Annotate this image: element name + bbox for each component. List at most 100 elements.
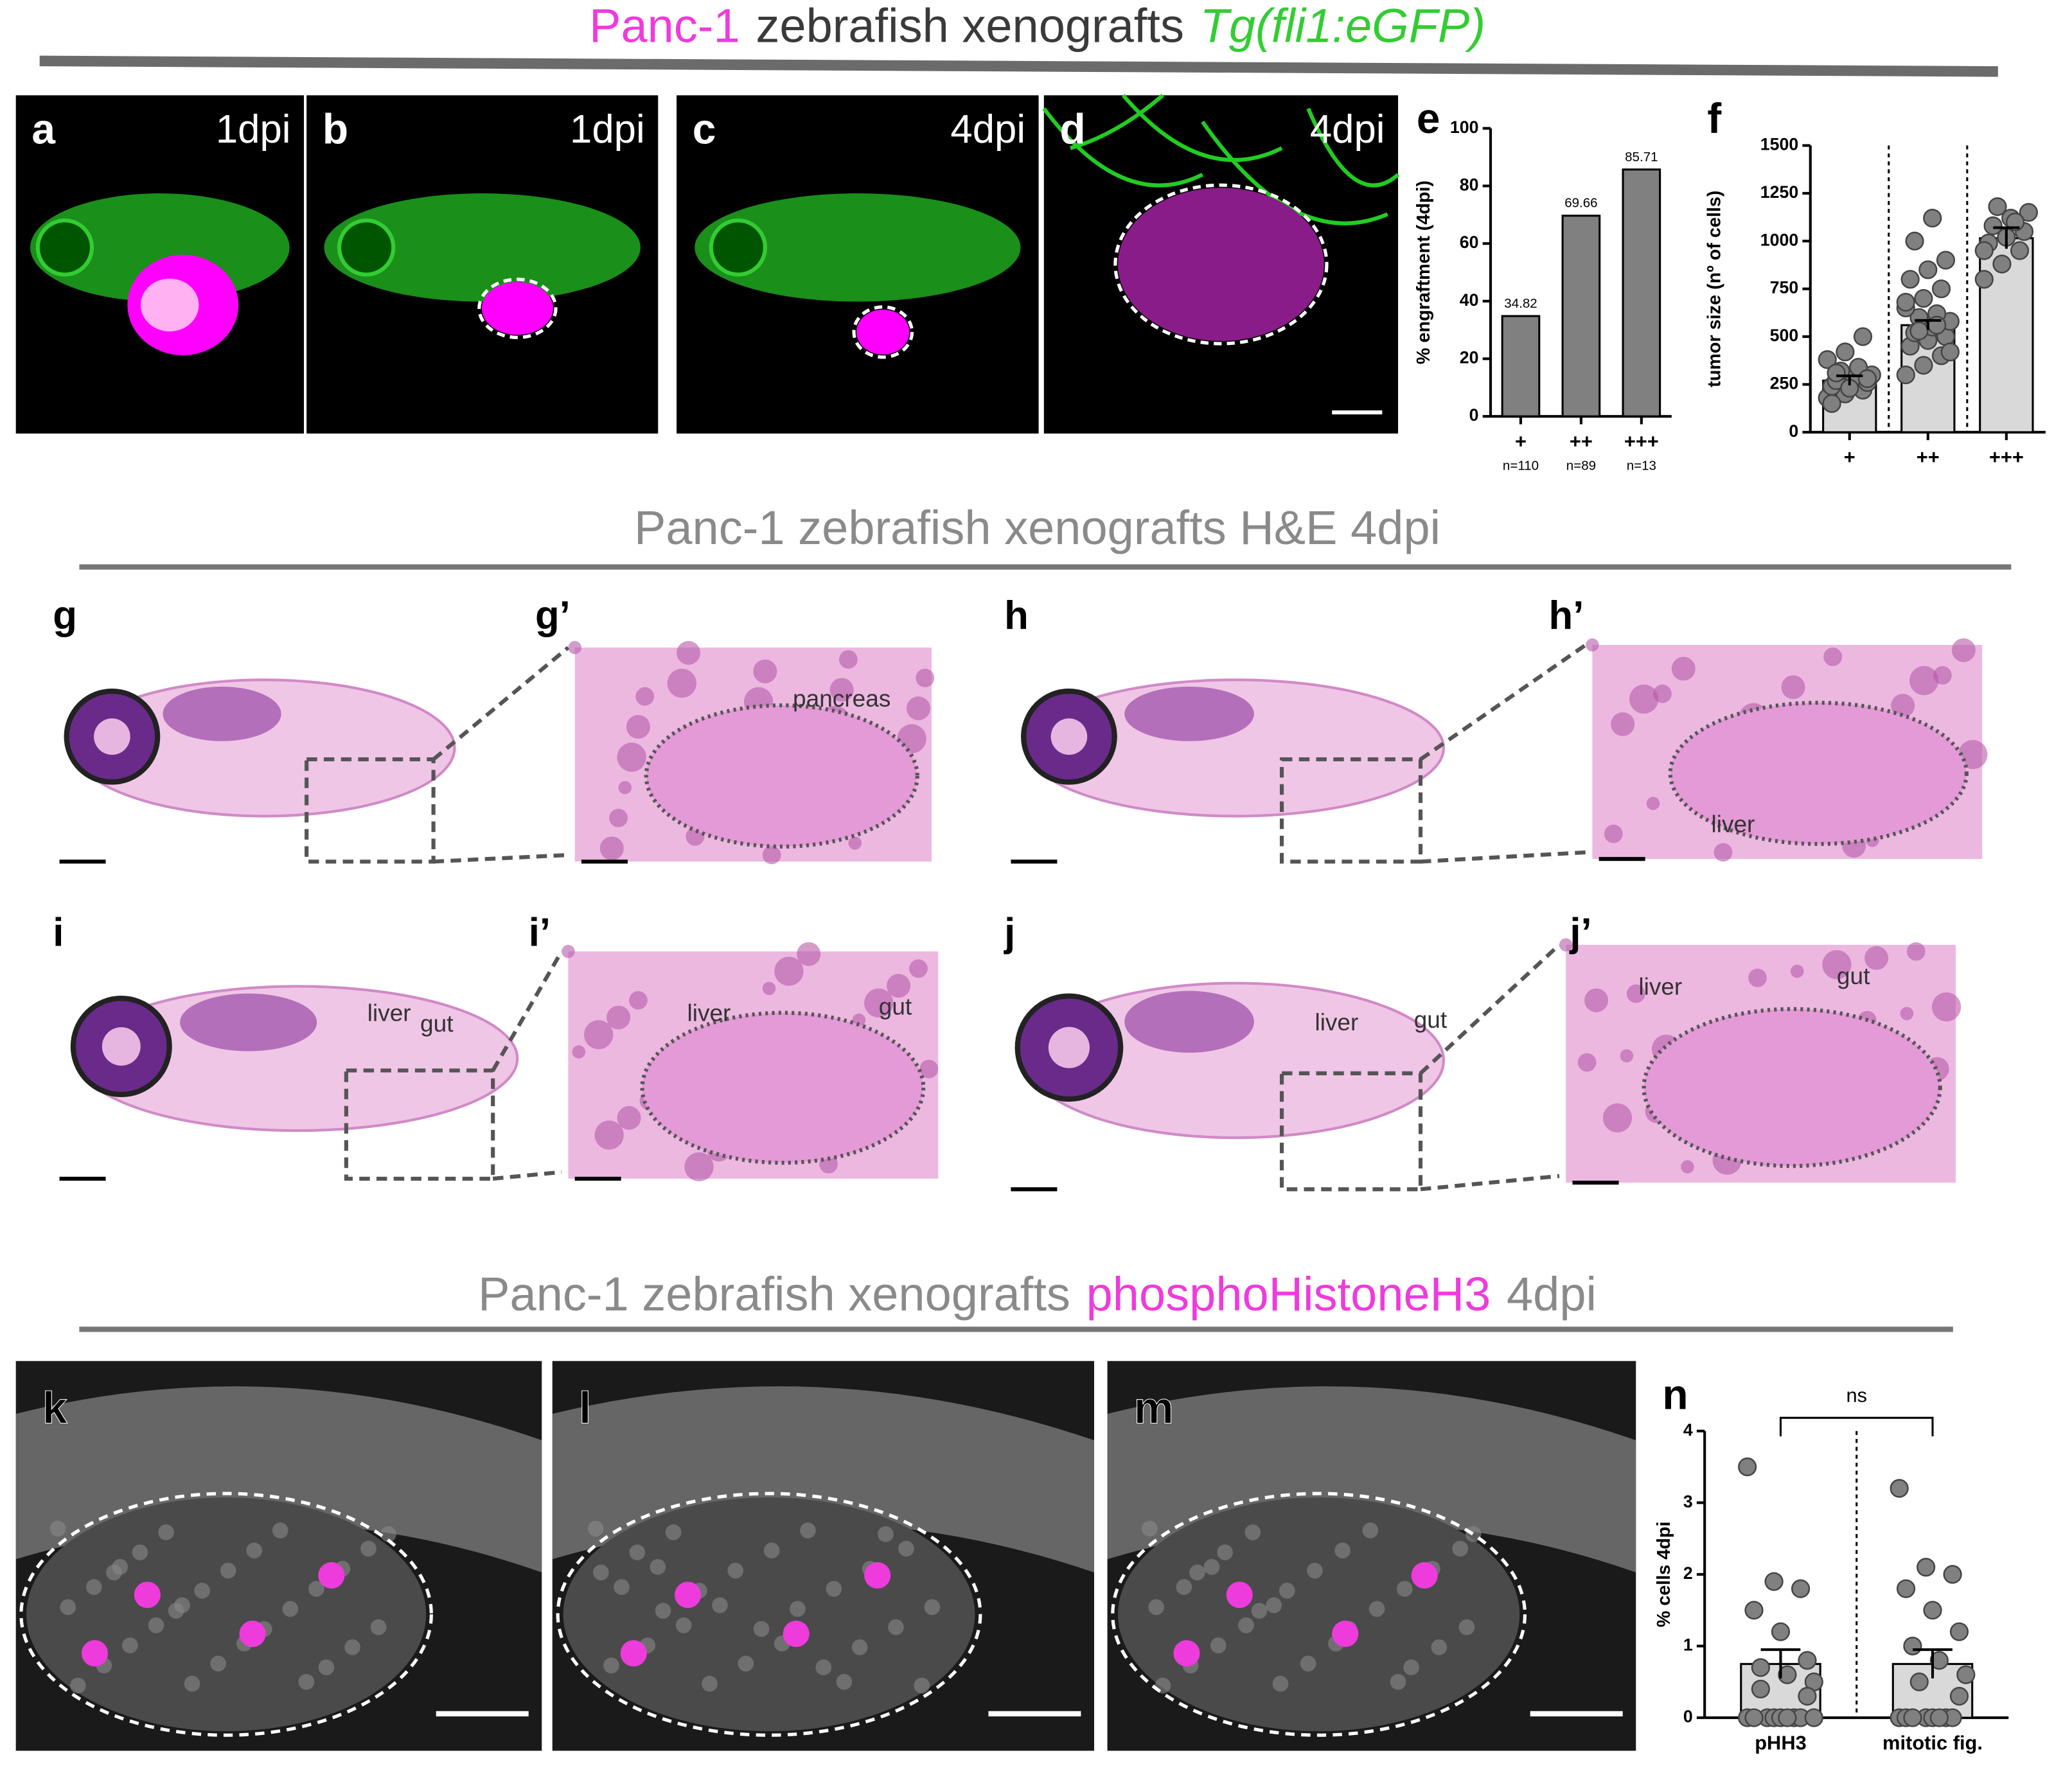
nucleus xyxy=(584,1020,614,1050)
data-point xyxy=(1903,1708,1922,1727)
nucleus xyxy=(618,780,632,795)
nucleus xyxy=(60,1599,76,1616)
histology-section: h xyxy=(1004,594,1587,864)
timepoint: 1dpi xyxy=(570,107,645,152)
y-tick-label: 100 xyxy=(1450,118,1479,137)
nucleus xyxy=(1251,1603,1268,1619)
nucleus xyxy=(762,982,776,996)
nucleus xyxy=(609,809,628,827)
y-tick-label: 0 xyxy=(1789,421,1798,441)
panel-label: i xyxy=(53,911,64,955)
nucleus xyxy=(1790,964,1804,978)
data-point xyxy=(1943,1565,1962,1584)
tumor-outline xyxy=(1642,1007,1942,1168)
error-bar xyxy=(1913,1648,1952,1679)
nucleus xyxy=(298,1673,315,1690)
data-point xyxy=(1929,1651,1949,1670)
title-part: Panc-1 xyxy=(589,0,740,52)
title-part: Tg(fli1:eGFP) xyxy=(1200,0,1485,52)
tumor xyxy=(1118,1497,1520,1732)
nucleus xyxy=(568,640,581,655)
data-point xyxy=(1936,251,1956,270)
nucleus xyxy=(1822,950,1852,980)
nucleus xyxy=(790,1601,806,1617)
eye-lens xyxy=(1048,1027,1090,1068)
nucleus xyxy=(1368,1601,1385,1617)
nucleus xyxy=(839,650,858,669)
zoom-line xyxy=(433,852,569,864)
tumor-outline xyxy=(852,305,914,359)
nucleus xyxy=(594,1120,624,1150)
zoom-line xyxy=(432,646,570,761)
nucleus xyxy=(1431,1639,1448,1655)
histology-section: g xyxy=(53,594,570,864)
panel-label: m xyxy=(1134,1382,1174,1432)
nucleus xyxy=(774,956,804,986)
nucleus xyxy=(617,1106,641,1130)
data-point xyxy=(1949,1622,1969,1641)
fish-eye xyxy=(337,218,396,277)
data-point xyxy=(1744,1708,1764,1727)
nucleus xyxy=(1307,1562,1323,1579)
nucleus xyxy=(1951,638,1976,662)
data-point xyxy=(1896,365,1915,385)
nucleus xyxy=(607,1005,631,1030)
nucleus xyxy=(815,1659,832,1675)
mitotic-cell xyxy=(1226,1582,1253,1608)
nucleus xyxy=(819,1154,838,1174)
data-point xyxy=(1900,270,1920,289)
nucleus xyxy=(800,1522,816,1538)
vessel xyxy=(1201,120,1388,225)
nucleus xyxy=(1238,1617,1254,1634)
nucleus xyxy=(1266,1597,1282,1614)
data-point xyxy=(1857,369,1877,389)
data-point xyxy=(1890,1479,1909,1498)
fish-eye xyxy=(35,218,94,277)
panel-label: f xyxy=(1707,94,1722,142)
data-label: 34.82 xyxy=(1504,296,1537,311)
micrograph: b 1dpi xyxy=(306,95,659,434)
zoom-line xyxy=(1419,943,1561,1075)
nucleus xyxy=(168,1603,184,1619)
nucleus xyxy=(1626,984,1645,1003)
micrograph: a 1dpi xyxy=(15,95,305,434)
nucleus xyxy=(848,836,862,850)
y-tick-label: 20 xyxy=(1460,348,1479,367)
nucleus xyxy=(1931,992,1961,1022)
chart: e % engraftment (4dpi) 0 20 40 60 80 100 + n=110 +… xyxy=(1413,94,1672,473)
nucleus xyxy=(210,1655,226,1672)
micrograph: c 4dpi xyxy=(677,95,1039,434)
nucleus xyxy=(667,668,696,698)
panel-label: k xyxy=(42,1382,67,1432)
bar xyxy=(1561,215,1601,418)
nucleus xyxy=(797,942,821,966)
nucleus xyxy=(852,1013,866,1027)
data-point xyxy=(1744,1601,1764,1620)
nucleus xyxy=(246,1542,263,1559)
nucleus xyxy=(1629,684,1659,714)
title-part: Panc-1 zebrafish xenografts H&E 4dpi xyxy=(634,501,1440,554)
data-label: 85.71 xyxy=(1625,150,1658,164)
fish-body xyxy=(695,193,1021,302)
mitotic-cell xyxy=(239,1620,266,1648)
data-point xyxy=(1931,279,1951,299)
nucleus xyxy=(593,1564,609,1581)
panel-label: j xyxy=(1004,911,1015,955)
tissue-tag: liver xyxy=(1712,811,1755,838)
histology-section: i’ liver gut xyxy=(529,911,939,1182)
nucleus xyxy=(1189,1564,1205,1581)
nucleus xyxy=(864,988,894,1018)
nucleus xyxy=(727,1562,744,1579)
nucleus xyxy=(1646,797,1660,811)
title-part: 4dpi xyxy=(1507,1267,1597,1321)
data-point xyxy=(1798,1651,1817,1670)
data-point xyxy=(1764,1572,1784,1591)
nucleus xyxy=(106,1564,122,1581)
tissue-tag: gut xyxy=(420,1010,454,1037)
y-tick-label: 2 xyxy=(1683,1564,1693,1583)
nucleus xyxy=(677,640,701,665)
nucleus xyxy=(1584,988,1609,1012)
nucleus xyxy=(1142,1520,1158,1537)
data-point xyxy=(1929,1708,1949,1727)
